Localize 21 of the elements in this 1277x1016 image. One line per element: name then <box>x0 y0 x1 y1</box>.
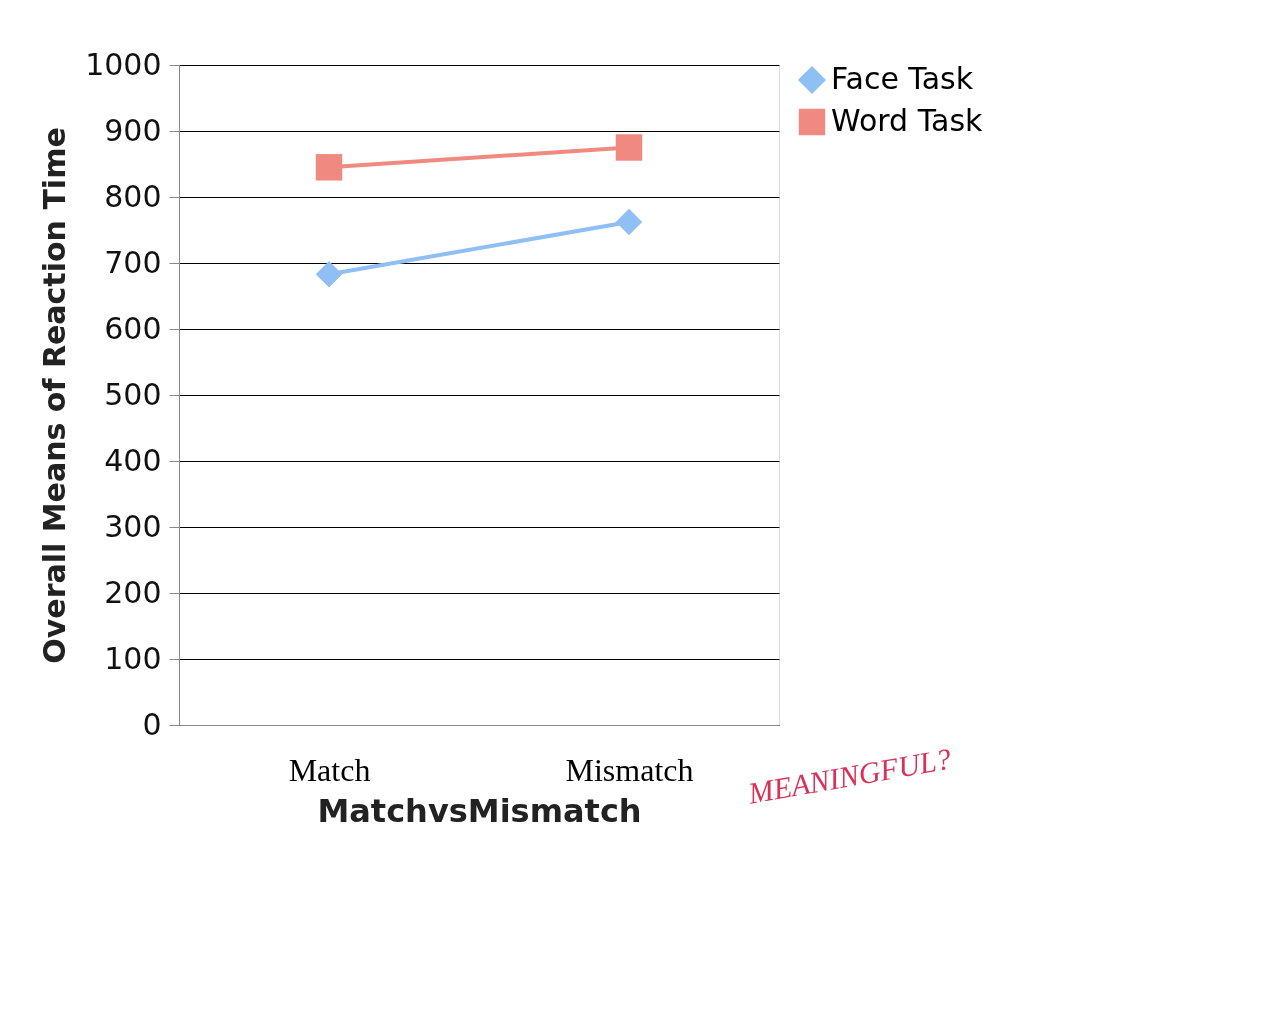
y-tick-label: 800 <box>104 178 162 214</box>
y-tick-label: 400 <box>104 442 162 478</box>
y-tick-label: 500 <box>104 376 162 412</box>
y-tick-label: 100 <box>104 640 162 676</box>
x-axis-title: MatchvsMismatch <box>317 791 642 830</box>
y-tick-label: 1000 <box>85 46 162 82</box>
point <box>615 208 643 236</box>
y-axis-title: Overall Means of Reaction Time <box>37 127 73 664</box>
y-tick-label: 200 <box>104 574 162 610</box>
x-tick-label: Mismatch <box>565 751 694 788</box>
point <box>615 134 643 161</box>
legend-label: Face Task <box>831 61 974 96</box>
y-tick-label: 900 <box>104 112 162 148</box>
point <box>315 154 343 181</box>
y-tick-label: 300 <box>104 508 162 544</box>
y-tick-label: 600 <box>104 310 162 346</box>
point <box>315 260 343 288</box>
x-tick-label: Match <box>288 751 371 788</box>
y-tick-label: 700 <box>104 244 162 280</box>
legend-label: Word Task <box>831 103 984 138</box>
y-tick-label: 0 <box>142 706 162 742</box>
